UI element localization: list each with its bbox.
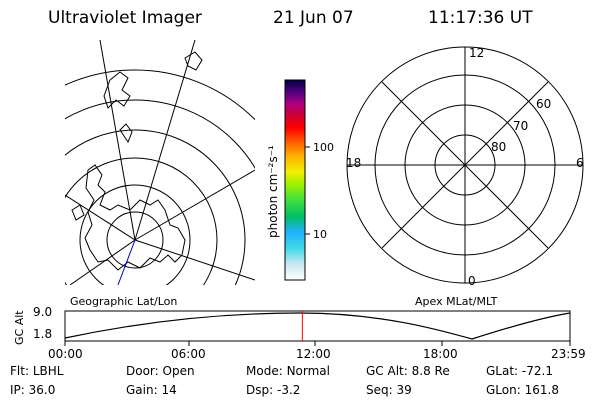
status-gain: Gain: 14: [126, 383, 177, 397]
lat-label-70: 70: [513, 119, 529, 133]
timeline-xtick-2: 12:00: [296, 347, 331, 361]
mlt-label-0: 0: [468, 274, 476, 288]
status-flt: Flt: LBHL: [10, 364, 64, 378]
colorbar-tick-10: 10: [313, 228, 327, 241]
mlt-label-6: 6: [576, 156, 584, 170]
colorbar-ticks: [305, 146, 310, 235]
timeline-xtick-4: 23:59: [551, 347, 586, 361]
lat-label-80: 80: [491, 140, 507, 154]
colorbar-unit-label: photon cm⁻²s⁻¹: [266, 145, 280, 238]
timeline-ytick-1: 1.8: [33, 327, 53, 341]
timeline-ytick-9: 9.0: [33, 305, 53, 319]
orbit-track: [117, 239, 136, 286]
timeline-xtick-1: 06:00: [171, 347, 206, 361]
status-glat: GLat: -72.1: [486, 364, 553, 378]
timeline-plot: [64, 310, 571, 346]
status-gc-alt: GC Alt: 8.8 Re: [366, 364, 450, 378]
date-label: 21 Jun 07: [273, 8, 354, 28]
mlt-label-12: 12: [469, 46, 485, 60]
lat-label-60: 60: [536, 97, 552, 111]
colorbar-tick-100: 100: [313, 141, 334, 154]
polar-plot: [346, 46, 584, 284]
status-door: Door: Open: [126, 364, 195, 378]
coastline: [84, 164, 186, 271]
status-mode: Mode: Normal: [246, 364, 330, 378]
status-seq: Seq: 39: [366, 383, 412, 397]
colorbar: [284, 79, 306, 281]
altitude-curve: [64, 312, 571, 340]
timeline-right-label: Apex MLat/MLT: [415, 295, 498, 308]
mlt-label-18: 18: [346, 156, 362, 170]
timeline-xtick-3: 18:00: [423, 347, 458, 361]
timeline-left-label: Geographic Lat/Lon: [70, 295, 178, 308]
timeline-yaxis-label: GC Alt: [13, 310, 26, 345]
status-dsp: Dsp: -3.2: [246, 383, 301, 397]
status-ip: IP: 36.0: [10, 383, 56, 397]
timeline-xtick-0: 00:00: [48, 347, 83, 361]
status-glon: GLon: 161.8: [486, 383, 559, 397]
instrument-title: Ultraviolet Imager: [48, 8, 202, 28]
time-label: 11:17:36 UT: [428, 8, 533, 28]
geographic-map: [65, 40, 255, 285]
